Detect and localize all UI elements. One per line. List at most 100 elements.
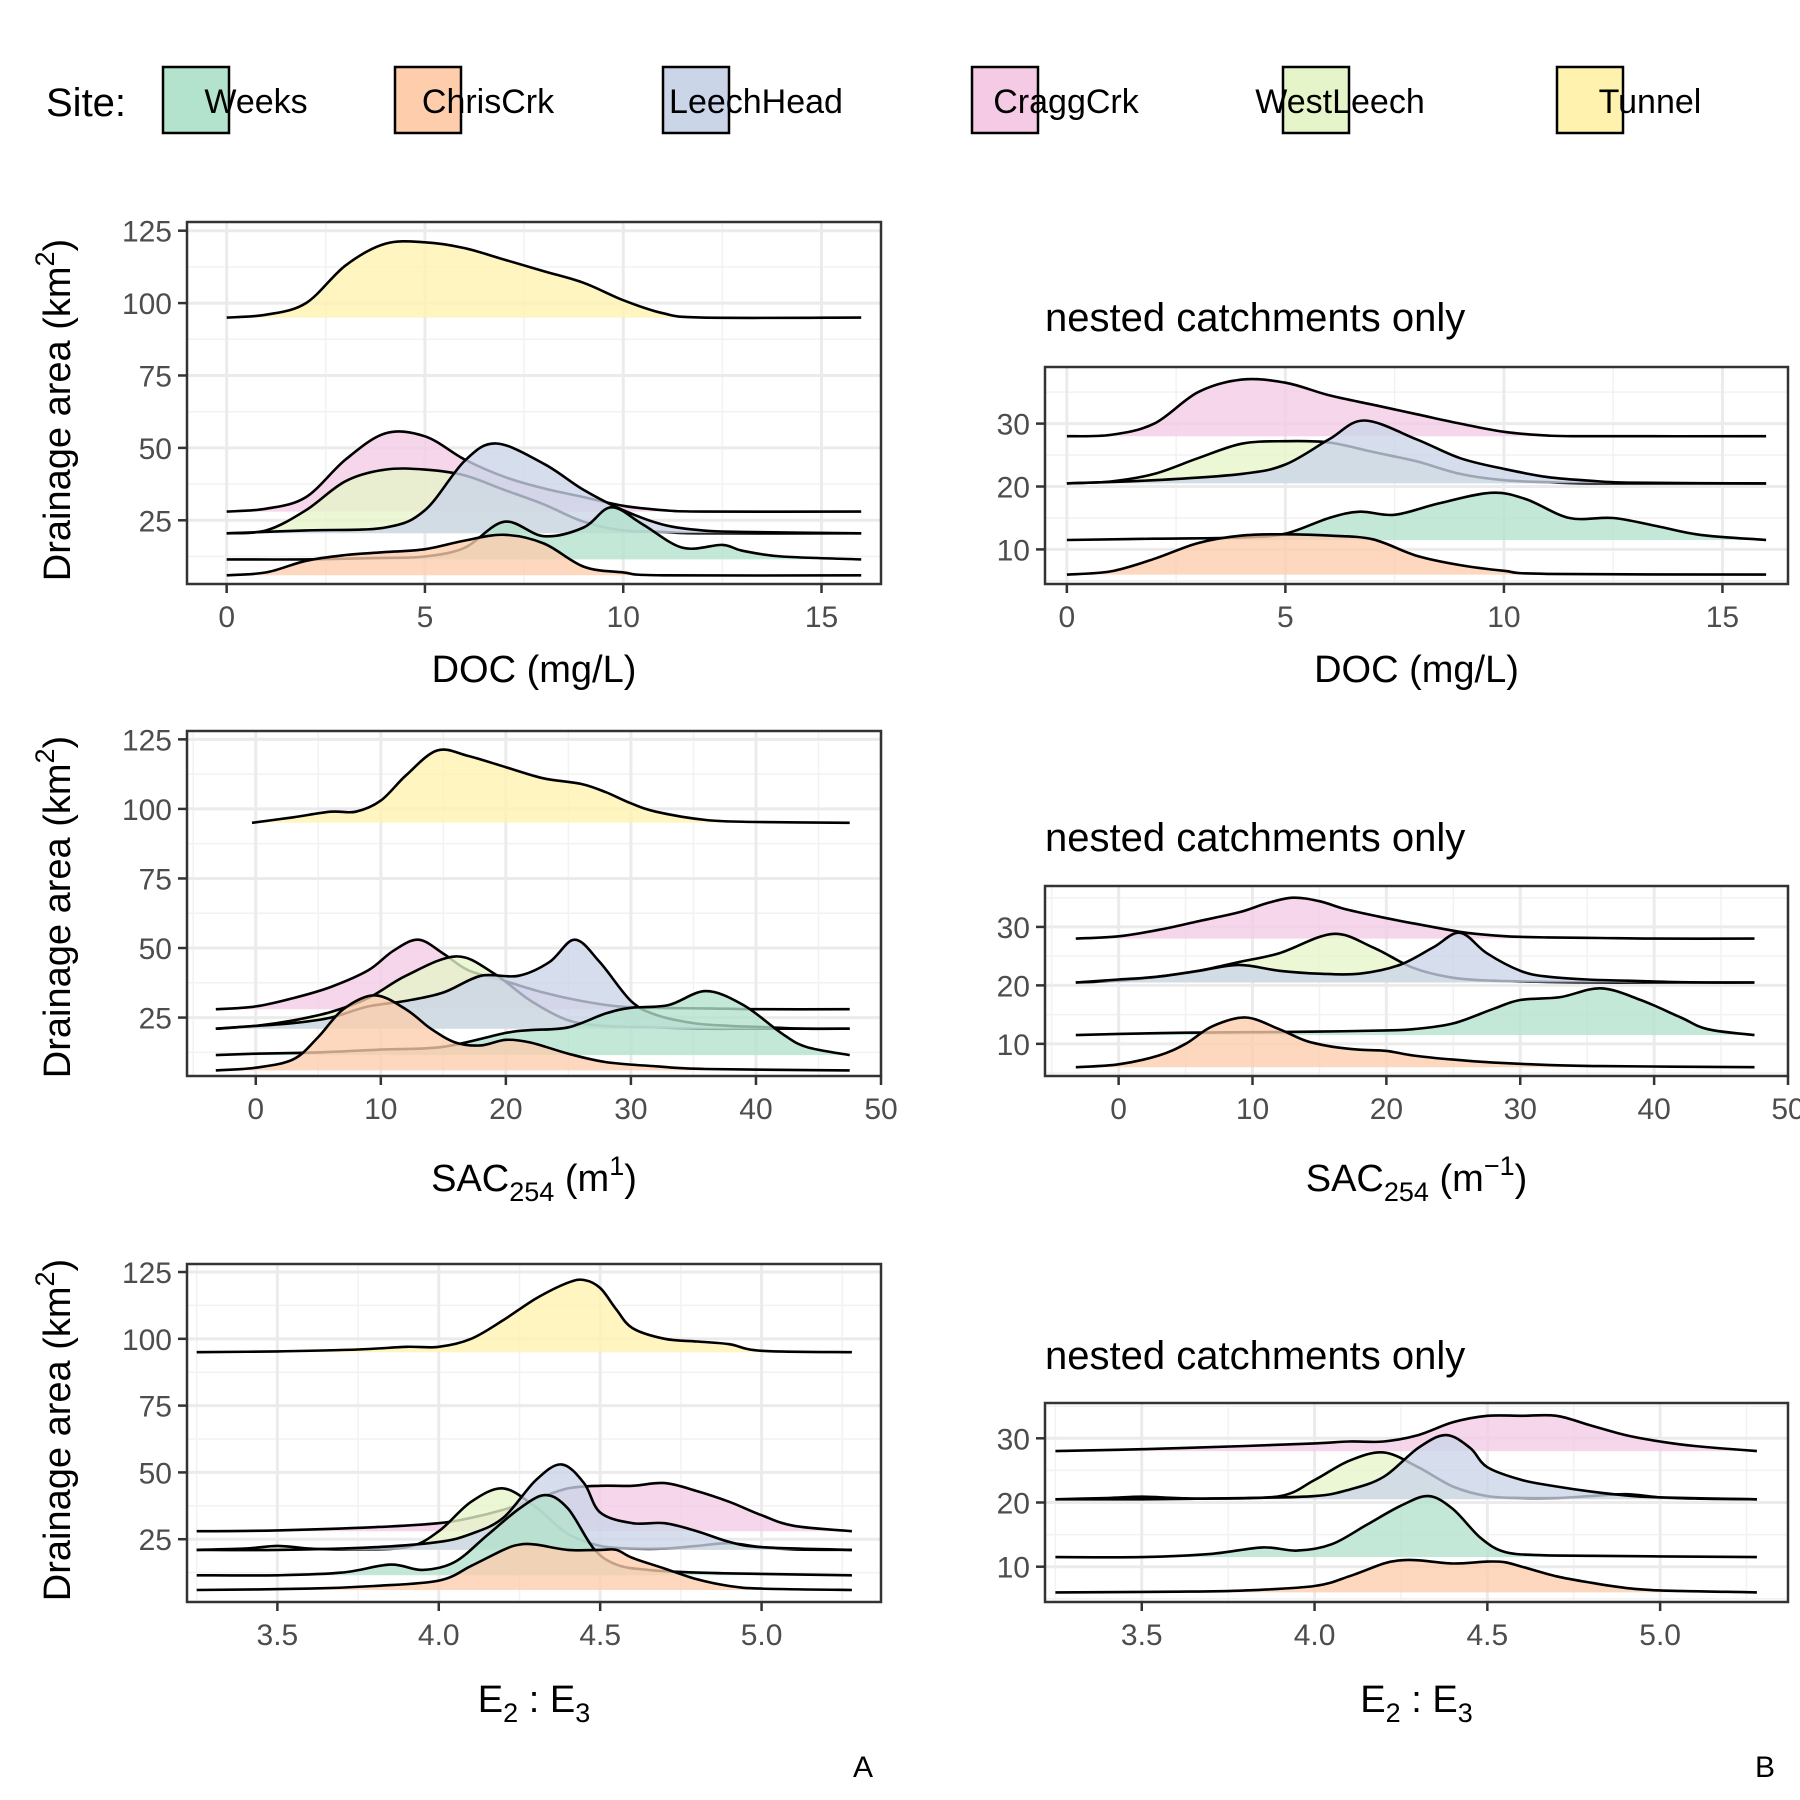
x-tick-label: 20 [489,1093,522,1126]
y-tick-label: 100 [122,288,172,321]
legend-label-craggcrk: CraggCrk [993,83,1139,121]
ridge-line-chriscrk [1055,1558,1757,1594]
x-axis: 0 5 10 15 [1059,584,1739,634]
x-tick-label: 5.0 [1639,1619,1681,1652]
y-tick-label: 125 [122,1257,172,1290]
x-tick-label: 4.0 [418,1619,460,1652]
x-tick-label: 20 [1370,1093,1403,1126]
x-tick-label: 4.5 [579,1619,621,1652]
ridges [1075,896,1755,1069]
x-axis-title: E2 : E3 [1360,1679,1472,1728]
x-tick-label: 50 [864,1093,897,1126]
y-axis-title: Drainage area (km2) [30,239,79,581]
x-tick-label: 5 [1277,601,1294,634]
ridges [1066,377,1767,576]
y-tick-label: 30 [997,409,1030,442]
legend-item-chriscrk: ChrisCrk [393,65,555,135]
panel-letter-b: B [1755,1751,1775,1784]
ridge-area-chriscrk [1055,1559,1757,1593]
y-axis: 25 50 75 100 125 [122,724,187,1036]
ridge-line-craggcrk [1075,896,1755,940]
y-tick-label: 100 [122,1324,172,1357]
legend: Site: Weeks ChrisCrk LeechHead CraggCrk West… [46,65,1702,135]
y-tick-label: 20 [997,1488,1030,1521]
y-axis-title: Drainage area (km2) [30,736,79,1078]
panel-1: 0 5 10 15 25 50 75 100 125 DOC (mg/L) Drainage are… [30,216,883,691]
legend-label-tunnel: Tunnel [1599,83,1702,121]
legend-swatch-weeks [161,65,231,135]
y-tick-label: 125 [122,216,172,249]
legend-item-westleech: WestLeech [1255,65,1425,135]
y-tick-label: 20 [997,970,1030,1003]
ridge-area-leechhead [1055,1435,1757,1500]
y-tick-label: 10 [997,534,1030,567]
y-tick-label: 25 [139,505,172,538]
y-axis-title: Drainage area (km2) [30,1259,79,1601]
x-axis: 0 10 20 30 40 50 [247,1076,898,1126]
y-tick-label: 50 [139,933,172,966]
panel-subtitle: nested catchments only [1045,1334,1465,1378]
ridge-area-leechhead [1066,420,1767,484]
ridge-line-chriscrk [1066,532,1767,576]
ridge-area-chriscrk [226,534,862,576]
ridges [196,1278,853,1592]
x-tick-label: 4.5 [1466,1619,1508,1652]
x-tick-label: 10 [364,1093,397,1126]
y-axis: 10 20 30 [997,409,1045,567]
ridge-area-chriscrk [1066,534,1767,575]
ridge-area-chriscrk [1075,1017,1755,1068]
x-axis-title: SAC254 (m−1) [1306,1151,1528,1207]
y-tick-label: 30 [997,912,1030,945]
legend-title: Site: [46,81,126,125]
x-axis-title: DOC (mg/L) [1314,649,1519,691]
x-axis-title: E2 : E3 [478,1679,590,1728]
y-tick-label: 25 [139,1003,172,1036]
x-axis: 3.5 4.0 4.5 5.0 [257,1602,783,1652]
x-tick-label: 15 [1706,601,1739,634]
ridge-area-weeks [1066,492,1767,540]
y-axis: 10 20 30 [997,1423,1045,1585]
ridge-area-westleech [226,468,862,534]
ridge-area-weeks [1055,1496,1757,1558]
x-tick-label: 3.5 [257,1619,299,1652]
ridge-line-tunnel [196,1278,852,1354]
x-tick-label: 10 [1236,1093,1269,1126]
ridges [215,748,850,1072]
legend-label-westleech: WestLeech [1255,83,1424,121]
ridge-line-leechhead [1066,419,1767,485]
legend-item-leechhead: LeechHead [661,65,843,135]
legend-swatch-craggcrk [970,65,1040,135]
ridge-line-chriscrk [215,994,850,1072]
ridge-area-tunnel [252,749,850,823]
ridge-area-craggcrk [1075,897,1755,939]
ridge-line-chriscrk [196,1542,852,1592]
y-tick-label: 50 [139,1457,172,1490]
legend-item-craggcrk: CraggCrk [970,65,1140,135]
ridge-area-weeks [1075,988,1755,1036]
ridge-line-weeks [196,1493,852,1577]
ridge-line-chriscrk [1075,1016,1755,1069]
ridge-line-tunnel [251,748,850,825]
y-tick-label: 10 [997,1552,1030,1585]
ridge-area-tunnel [196,1279,852,1353]
ridge-area-leechhead [1075,932,1755,983]
x-tick-label: 0 [1110,1093,1127,1126]
x-tick-label: 40 [739,1093,772,1126]
ridges [1055,1413,1757,1594]
x-tick-label: 30 [614,1093,647,1126]
x-tick-label: 15 [805,601,838,634]
x-tick-label: 0 [218,601,235,634]
panel-subtitle: nested catchments only [1045,816,1465,860]
x-tick-label: 3.5 [1121,1619,1163,1652]
panel-border [1043,365,1790,586]
ridge-line-leechhead [1055,1433,1757,1501]
panel-letter-a: A [853,1751,873,1784]
ridge-area-craggcrk [215,939,850,1010]
x-tick-label: 5.0 [741,1619,783,1652]
x-tick-label: 10 [1487,601,1520,634]
x-tick-label: 0 [247,1093,264,1126]
x-tick-label: 4.0 [1294,1619,1336,1652]
panel-6: 3.5 4.0 4.5 5.0 10 20 30 E2 : E3 nested catchmen… [997,1334,1790,1728]
ridge-area-chriscrk [196,1543,852,1590]
y-tick-label: 50 [139,433,172,466]
